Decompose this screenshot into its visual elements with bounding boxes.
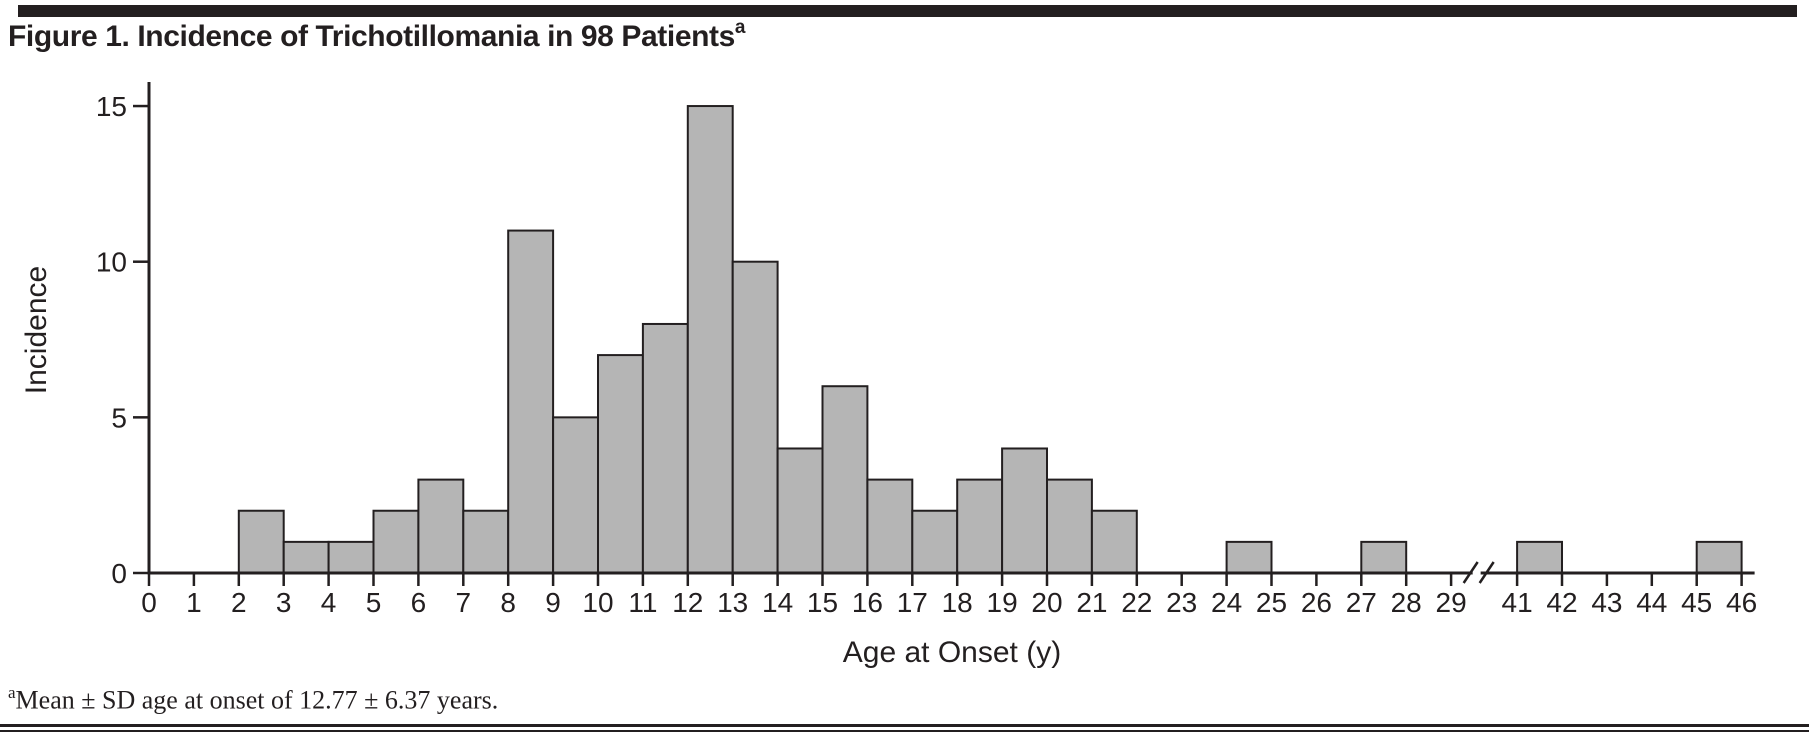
- x-tick-label: 42: [1546, 587, 1577, 618]
- footnote-text: Mean ± SD age at onset of 12.77 ± 6.37 y…: [15, 685, 499, 715]
- x-tick-label: 0: [141, 587, 157, 618]
- figure-title-text: Figure 1. Incidence of Trichotillomania …: [8, 20, 735, 53]
- x-tick-label: 5: [366, 587, 382, 618]
- x-tick-label: 6: [411, 587, 427, 618]
- x-tick-label: 9: [545, 587, 561, 618]
- y-axis-title: Incidence: [20, 266, 53, 394]
- histogram-bar: [1516, 540, 1564, 574]
- histogram-bar: [641, 322, 689, 574]
- x-tick-label: 14: [762, 587, 793, 618]
- x-tick-label: 19: [987, 587, 1018, 618]
- x-tick-label: 41: [1502, 587, 1533, 618]
- y-tick-label: 10: [96, 247, 127, 278]
- x-tick-label: 43: [1591, 587, 1622, 618]
- x-tick-label: 7: [456, 587, 472, 618]
- footnote-marker: a: [8, 683, 16, 702]
- bottom-rule-thick: [0, 724, 1809, 727]
- histogram-bar: [866, 478, 914, 574]
- histogram-bar: [911, 509, 959, 574]
- x-tick-label: 4: [321, 587, 337, 618]
- x-tick-label: 45: [1681, 587, 1712, 618]
- axis-break-slash: [1462, 561, 1479, 584]
- x-tick-label: 27: [1346, 587, 1377, 618]
- histogram-bar: [956, 478, 1004, 574]
- histogram-bar: [731, 260, 779, 574]
- x-tick-label: 46: [1726, 587, 1757, 618]
- x-tick-label: 2: [231, 587, 247, 618]
- histogram-bar: [417, 478, 465, 574]
- histogram-bar: [597, 354, 644, 574]
- x-tick-label: 15: [807, 587, 838, 618]
- bottom-rule-thin: [0, 730, 1809, 732]
- x-tick-label: 20: [1031, 587, 1062, 618]
- x-tick-label: 22: [1121, 587, 1152, 618]
- x-tick-label: 18: [942, 587, 973, 618]
- x-tick-label: 24: [1211, 587, 1242, 618]
- x-tick-label: 29: [1436, 587, 1467, 618]
- histogram-bar: [1695, 540, 1743, 574]
- x-tick-label: 11: [628, 587, 657, 618]
- histogram-bar: [1090, 509, 1138, 574]
- y-tick-label: 0: [111, 558, 127, 589]
- histogram-bar: [1360, 540, 1408, 574]
- histogram-bar: [1046, 478, 1093, 574]
- figure-title: Figure 1. Incidence of Trichotillomania …: [8, 17, 746, 54]
- x-tick-label: 17: [897, 587, 928, 618]
- histogram-bar: [282, 540, 330, 574]
- x-tick-label: 1: [186, 587, 202, 618]
- x-tick-label: 26: [1301, 587, 1332, 618]
- histogram-bar: [552, 416, 599, 574]
- histogram-bar: [1225, 540, 1273, 574]
- x-tick-label: 3: [276, 587, 292, 618]
- x-axis-title: Age at Onset (y): [843, 636, 1061, 669]
- histogram-bar: [821, 385, 869, 574]
- x-tick-label: 25: [1256, 587, 1287, 618]
- histogram-bar: [507, 229, 555, 574]
- axis-break-slash: [1478, 561, 1495, 584]
- x-tick-label: 10: [582, 587, 613, 618]
- histogram-bar: [462, 509, 510, 574]
- figure-title-superscript: a: [734, 17, 746, 38]
- x-tick-label: 8: [500, 587, 516, 618]
- y-tick-label: 5: [111, 402, 127, 433]
- x-tick-label: 12: [672, 587, 703, 618]
- top-rule: [18, 5, 1797, 17]
- histogram-bar: [686, 105, 734, 575]
- x-tick-label: 44: [1636, 587, 1667, 618]
- y-tick-label: 15: [96, 91, 127, 122]
- histogram-bar: [372, 509, 420, 574]
- x-tick-label: 21: [1076, 587, 1107, 618]
- footnote: aMean ± SD age at onset of 12.77 ± 6.37 …: [8, 683, 499, 716]
- histogram-bar: [327, 540, 375, 574]
- x-tick-label: 28: [1391, 587, 1422, 618]
- x-tick-label: 23: [1166, 587, 1197, 618]
- x-tick-label: 13: [717, 587, 748, 618]
- histogram-bar: [237, 509, 285, 574]
- x-tick-label: 16: [852, 587, 883, 618]
- histogram-bar: [1001, 447, 1048, 575]
- histogram-bar: [776, 447, 824, 575]
